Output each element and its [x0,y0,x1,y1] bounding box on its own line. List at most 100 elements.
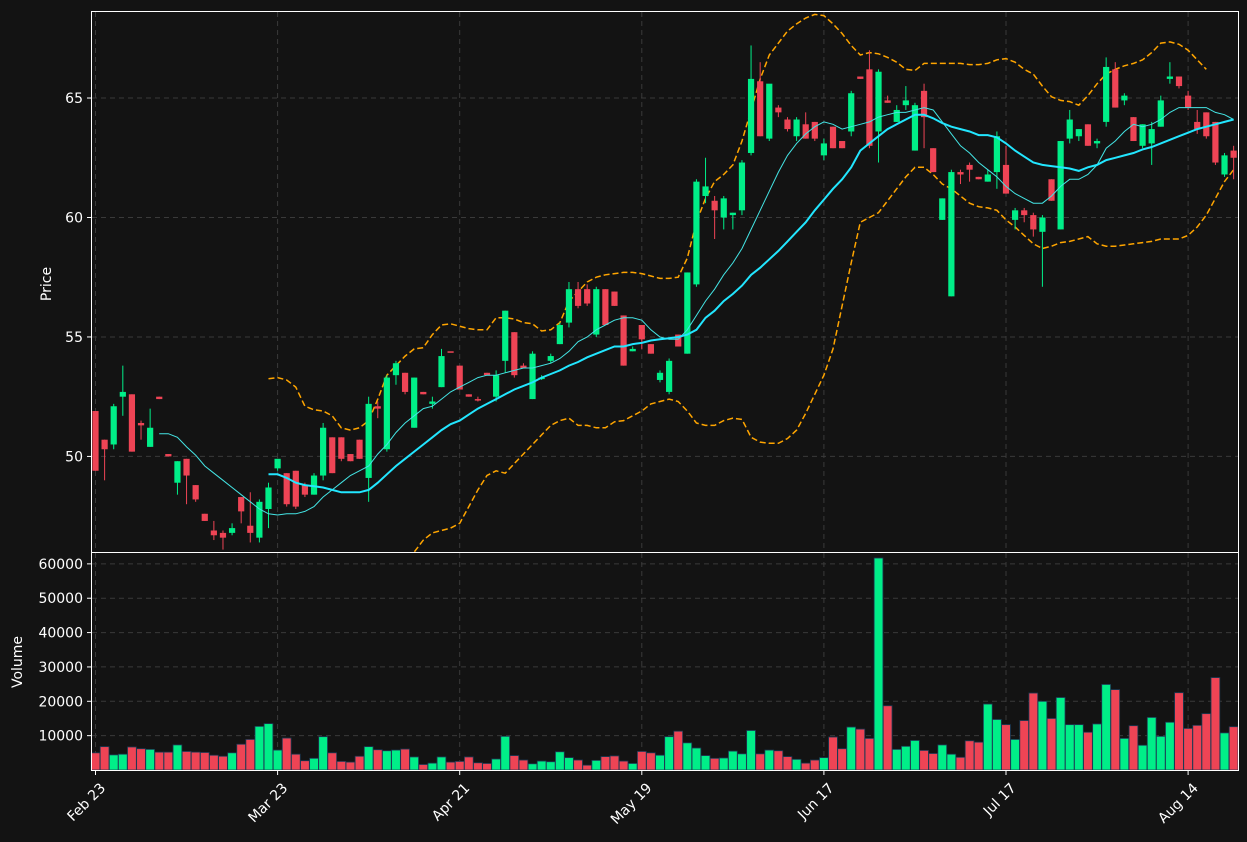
candle-body [574,289,582,306]
volume-bar [545,761,556,771]
candle-body [465,394,472,397]
volume-bar [427,762,438,771]
price-panel: 50 55 60 65 Price [39,11,1239,553]
volume-bar [882,705,893,771]
volume-bar [1055,697,1066,771]
volume-bar [272,749,283,771]
volume-bar [99,746,110,771]
price-y-tick-label: 60 [65,210,83,226]
candle-body [1075,129,1082,137]
candle-body [966,164,973,170]
volume-bar [1137,744,1148,771]
candle-body [447,351,454,353]
candle-body [147,427,154,447]
candle-body [647,344,655,354]
candle-body [893,109,900,122]
volume-bar [473,762,483,771]
volume-bar [163,751,174,771]
volume-y-ticks: 10000 20000 30000 40000 50000 60000 [38,557,92,745]
candle-body [128,394,136,452]
candle-body [483,372,491,376]
volume-bar [555,751,565,771]
volume-bar [1037,700,1048,771]
volume-bar [846,726,857,771]
candle-body [793,119,800,137]
volume-bar [145,748,155,771]
volume-bar [637,751,647,771]
candle-body [684,272,691,354]
volume-bar [1183,728,1193,771]
candle-body [474,399,482,401]
volume-bar [573,759,583,771]
volume-bar [300,760,310,771]
volume-bar [564,757,574,771]
candle-body [110,406,117,445]
candle-body [301,485,309,495]
volume-bar [436,756,447,771]
candle-body [1057,141,1064,230]
candle-body [848,93,855,132]
candle-body [401,372,409,392]
candle-body [529,353,536,400]
candle-body [975,176,982,180]
candle-body [720,198,727,218]
candle-body [656,372,664,380]
volume-bar [764,749,775,771]
candle-body [1121,95,1128,101]
volume-bar [1210,677,1221,771]
candle-body [766,83,773,139]
candle-body [192,485,199,500]
volume-bar [1119,737,1130,771]
candle-body [556,325,563,345]
volume-bar [391,749,401,771]
candle-body [502,310,509,361]
volume-bar [937,744,948,771]
candle-body [1185,95,1192,108]
candle-body [238,497,245,512]
volume-bar [618,760,629,771]
candle-body [119,391,126,397]
volume-bar [627,763,638,771]
volume-bar [236,743,246,771]
candle-body [392,363,400,376]
candle-body [884,100,891,103]
candle-body [338,437,345,459]
volume-y-tick-label: 50000 [38,591,83,607]
candle-body [356,439,363,459]
candle-body [228,528,236,533]
volume-bar [1064,724,1075,771]
candle-body [593,289,600,335]
volume-bar [318,736,328,771]
volume-bar [454,761,465,771]
candle-body [930,148,937,173]
bollinger-bands [268,13,1235,552]
candle-body [584,289,591,304]
candle-body [456,365,463,390]
candle-body [693,181,700,285]
volume-bar [828,736,838,771]
volume-bar [782,756,793,771]
candle-body [1002,164,1010,194]
candle-body [310,475,318,495]
volume-bar [746,730,756,771]
candle-body [911,105,919,151]
volume-bar [409,756,419,771]
volume-bar [891,748,902,771]
volume-bar [609,755,620,771]
volume-bar [800,762,811,771]
volume-bar [737,753,747,771]
candle-body [1212,121,1219,163]
candle-body [675,334,682,347]
volume-bar [1001,724,1011,771]
volume-bar [901,745,911,771]
candle-body [210,530,217,536]
candlesticks [92,45,1237,550]
volume-bar [1219,732,1230,771]
candle-body [320,427,327,476]
volume-bar [982,703,993,771]
candle-body [1139,124,1146,146]
candle-body [420,391,427,395]
volume-bar [354,755,365,771]
volume-bar [209,754,219,771]
